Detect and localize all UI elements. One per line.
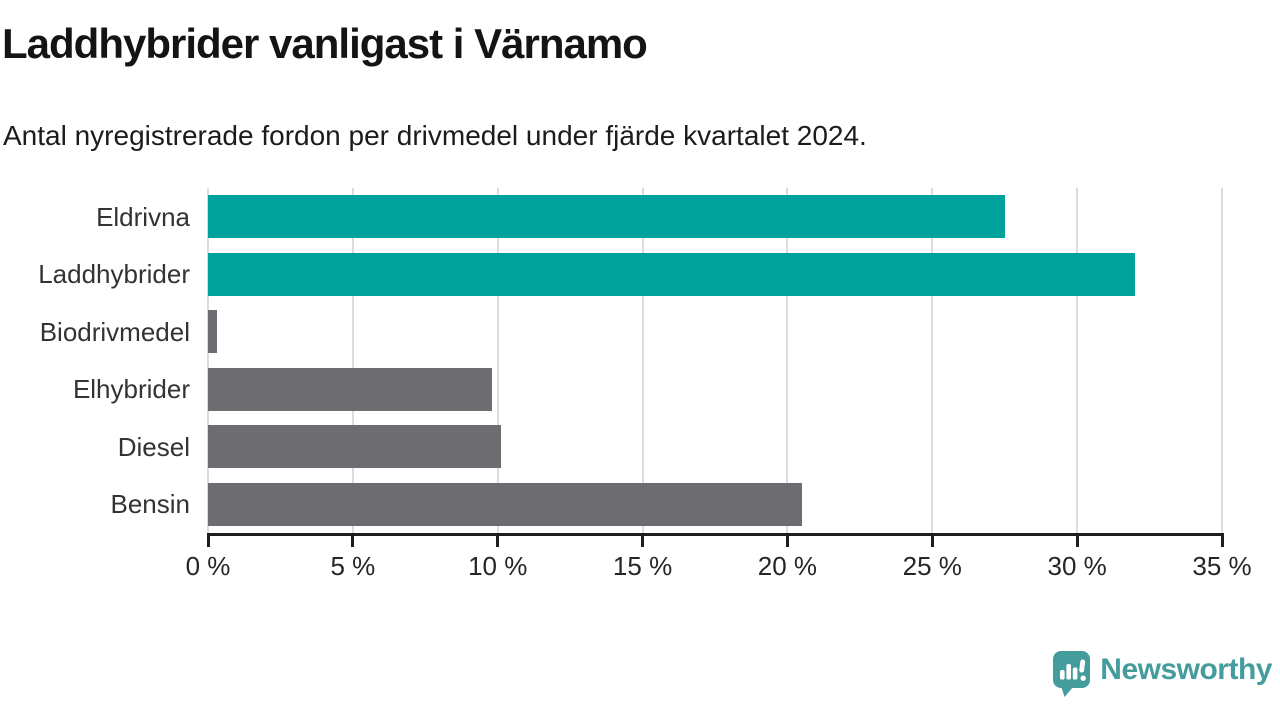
brand-text: Newsworthy — [1100, 653, 1272, 686]
gridline — [207, 188, 209, 533]
x-axis-tick — [1075, 533, 1079, 547]
category-label: Eldrivna — [96, 201, 190, 232]
bar-eldrivna — [208, 195, 1005, 238]
x-axis-tick — [785, 533, 789, 547]
x-axis-tick — [206, 533, 210, 547]
x-axis-tick-label: 20 % — [757, 551, 818, 581]
x-axis-tick — [641, 533, 645, 547]
x-axis-tick-label: 35 % — [1192, 551, 1252, 581]
category-label: Bensin — [110, 489, 191, 519]
category-label: Diesel — [117, 431, 190, 462]
x-axis-tick — [930, 533, 934, 547]
x-axis-tick-label: 25 % — [902, 551, 962, 581]
bar-laddhybrider — [208, 252, 1136, 296]
gridline — [1076, 188, 1079, 533]
gridline — [931, 188, 934, 533]
x-axis-line — [207, 533, 1223, 536]
x-axis-tick-label: 10 % — [468, 551, 528, 581]
newsworthy-logo-icon — [1053, 651, 1091, 697]
x-axis-tick — [351, 533, 355, 547]
bar-bensin — [208, 482, 802, 526]
category-label: Biodrivmedel — [39, 316, 190, 347]
gridline — [1221, 188, 1223, 533]
x-axis-tick — [1220, 533, 1224, 547]
bar-elhybrider — [208, 367, 492, 411]
category-label: Laddhybrider — [38, 259, 190, 289]
x-axis-tick — [496, 533, 500, 547]
x-axis-tick-label: 15 % — [612, 551, 673, 581]
bar-biodrivmedel — [208, 310, 217, 353]
gridline — [496, 188, 499, 533]
brand-logo: Newsworthy — [1053, 651, 1272, 697]
chart-title: Laddhybrider vanligast i Värnamo — [2, 20, 648, 67]
gridline — [786, 188, 789, 533]
x-axis-tick-label: 30 % — [1047, 551, 1107, 581]
bar-diesel — [208, 425, 501, 468]
category-label: Elhybrider — [72, 374, 190, 404]
gridline — [641, 188, 644, 533]
x-axis-tick-label: 0 % — [185, 551, 231, 581]
gridline — [351, 188, 354, 533]
chart-subtitle: Antal nyregistrerade fordon per drivmede… — [3, 120, 867, 151]
x-axis-tick-label: 5 % — [330, 551, 376, 581]
